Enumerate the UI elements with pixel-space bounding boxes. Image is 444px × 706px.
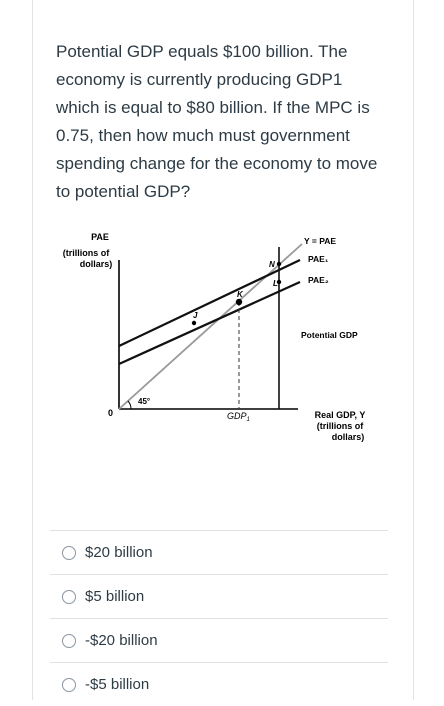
- question-text: Potential GDP equals $100 billion. The e…: [56, 42, 378, 201]
- question-card: [32, 0, 414, 700]
- line-label-45: Y = PAE: [304, 236, 336, 246]
- radio-circle-icon[interactable]: [62, 677, 76, 692]
- option-1[interactable]: $20 billion: [50, 530, 388, 574]
- answer-options: $20 billion $5 billion -$20 billion -$5 …: [50, 530, 388, 706]
- point-k-label: K: [237, 290, 244, 299]
- potential-gdp-label: Potential GDP: [301, 330, 358, 340]
- option-label: $5 billion: [85, 588, 145, 605]
- keynesian-cross-diagram: PAE (trillions of dollars) 0 45° GDP1 Re…: [63, 232, 366, 442]
- line-label-pae2: PAE₂: [308, 275, 329, 285]
- radio-circle-icon[interactable]: [62, 545, 76, 560]
- gdp1-tick-label: GDP1: [227, 411, 250, 423]
- option-label: -$5 billion: [85, 676, 150, 693]
- line-label-pae1: PAE₁: [308, 254, 329, 264]
- angle-label: 45°: [138, 397, 150, 406]
- point-k: [235, 298, 243, 306]
- x-axis-label-2: (trillions of: [317, 421, 364, 431]
- point-n-label: N: [269, 260, 275, 269]
- x-axis-label: Real GDP, Y: [315, 410, 366, 420]
- line-pae2: [118, 280, 301, 366]
- option-3[interactable]: -$20 billion: [50, 618, 388, 662]
- point-l-label: L: [273, 279, 278, 288]
- line-45-degree: [118, 243, 303, 410]
- x-axis-label-3: dollars): [332, 432, 365, 442]
- y-axis-label-2: (trillions of: [63, 248, 110, 258]
- point-n: [276, 261, 282, 267]
- radio-circle-icon[interactable]: [62, 589, 76, 604]
- y-axis-label-3: dollars): [80, 259, 113, 269]
- option-label: -$20 billion: [85, 632, 158, 649]
- option-4[interactable]: -$5 billion: [50, 662, 388, 706]
- y-axis-label: PAE: [91, 232, 109, 242]
- line-pae1: [118, 259, 301, 347]
- option-2[interactable]: $5 billion: [50, 574, 388, 618]
- angle-arc: [127, 400, 132, 410]
- option-label: $20 billion: [85, 544, 153, 561]
- origin-label: 0: [108, 408, 113, 418]
- radio-circle-icon[interactable]: [62, 633, 76, 648]
- point-l: [276, 279, 282, 285]
- point-j-label: J: [193, 311, 198, 320]
- point-j: [191, 320, 197, 326]
